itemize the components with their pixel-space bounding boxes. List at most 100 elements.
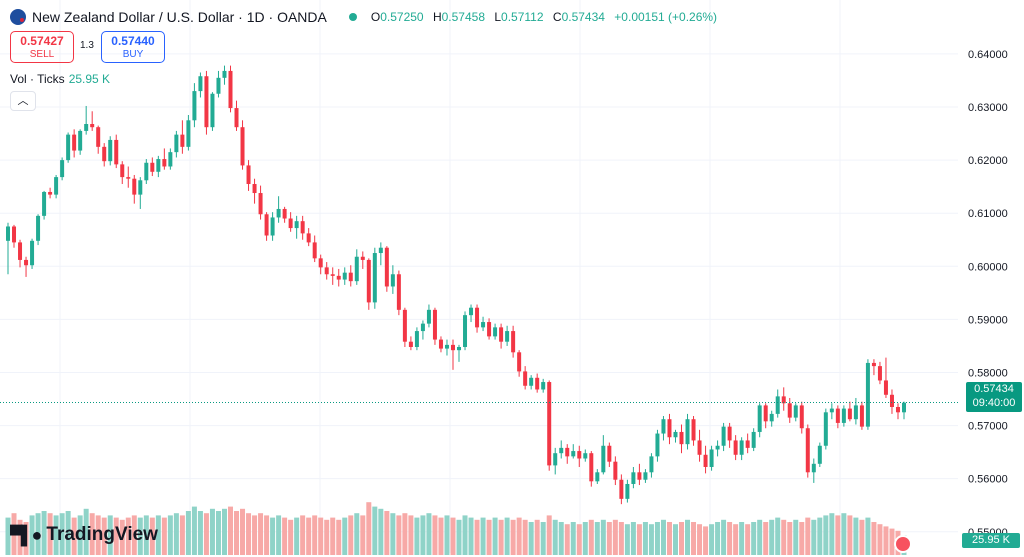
candle-body [354,256,359,282]
candle-body [847,408,852,420]
candle-body [715,445,720,450]
candle-body [42,191,47,216]
buy-price: 0.57440 [111,34,155,48]
volume-bar [534,519,540,555]
candle-body [739,440,744,455]
sell-button[interactable]: 0.57427 SELL [10,31,74,63]
candle-body [96,127,101,147]
volume-bar [185,511,191,555]
candle-body [90,124,95,128]
volume-bar [318,517,324,555]
candle-body [823,412,828,446]
candle-body [841,408,846,423]
volume-bar [799,522,805,555]
volume-bar [715,522,721,555]
volume-legend[interactable]: Vol · Ticks 25.95 K [10,72,110,86]
volume-bar [294,517,300,555]
volume-bar [582,522,588,555]
candle-body [54,177,59,195]
volume-bar [666,522,672,555]
candle-body [144,162,149,181]
low-label: L [494,10,502,24]
volume-bar [853,517,859,555]
volume-bar [877,524,883,555]
volume-bar [173,513,179,555]
volume-bar [53,515,59,555]
symbol-title[interactable]: New Zealand Dollar / U.S. Dollar · 1D · … [32,9,327,25]
volume-bar [234,511,240,555]
candle-body [577,451,582,459]
open-value: 0.57250 [380,10,424,24]
tradingview-logo-icon: ▀▌● [10,524,42,545]
candle-body [565,447,570,457]
economic-events-icon[interactable] [894,535,912,553]
candle-body [535,377,540,390]
candle-body [204,76,209,128]
volume-bar [342,517,348,555]
candle-body [559,447,564,454]
volume-bar [516,517,522,555]
candle-body [601,445,606,473]
candle-body [438,339,443,349]
high-value: 0.57458 [441,10,486,24]
volume-bar [258,513,264,555]
volume-bar [594,522,600,555]
volume-bar [372,506,378,555]
open-label: O [370,10,381,24]
candle-body [757,405,762,432]
volume-bar [697,524,703,555]
volume-bar [552,519,558,555]
candle-body [324,267,329,275]
volume-bar [486,519,492,555]
volume-bar [438,517,444,555]
candle-body [108,139,113,162]
volume-bar [125,517,131,555]
collapse-legend-button[interactable]: ︿ [10,91,36,111]
candle-body [390,274,395,287]
candle-body [493,327,498,337]
candle-body [631,472,636,484]
volume-bar [871,522,877,555]
volume-bar [282,517,288,555]
volume-bar [829,513,835,555]
volume-bar [618,522,624,555]
volume-bar [306,517,312,555]
candle-body [487,322,492,337]
volume-bar [630,522,636,555]
tradingview-logo[interactable]: ▀▌● TradingView [10,524,158,546]
candle-body [252,184,257,194]
volume-bar [787,522,793,555]
volume-bar [474,519,480,555]
candle-body [625,483,630,499]
candle-body [162,159,167,167]
volume-bar [450,517,456,555]
candle-body [775,396,780,414]
buy-button[interactable]: 0.57440 BUY [101,31,165,63]
candle-body [420,323,425,332]
close-label: C [552,10,562,24]
candle-body [733,440,738,455]
volume-bar [522,519,528,555]
candle-body [126,177,131,179]
volume-bar [143,515,149,555]
market-status-icon[interactable] [348,13,357,21]
candle-body [132,178,137,195]
volume-bar [29,515,35,555]
candle-body [829,408,834,413]
volume-bar [841,513,847,555]
volume-bar [390,513,396,555]
volume-bar [378,508,384,555]
candle-body [685,419,690,445]
candle-body [505,331,510,342]
candle-body [60,160,65,178]
candle-body [12,226,17,243]
candle-body [793,405,798,418]
candle-body [787,403,792,418]
last-price-label: 0.57434 09:40:00 [966,382,1022,412]
volume-legend-value: 25.95 K [68,72,111,86]
y-tick-label: 0.58000 [968,367,1008,379]
volume-bar [709,524,715,555]
candle-body [336,275,341,280]
y-tick-label: 0.64000 [968,49,1008,61]
